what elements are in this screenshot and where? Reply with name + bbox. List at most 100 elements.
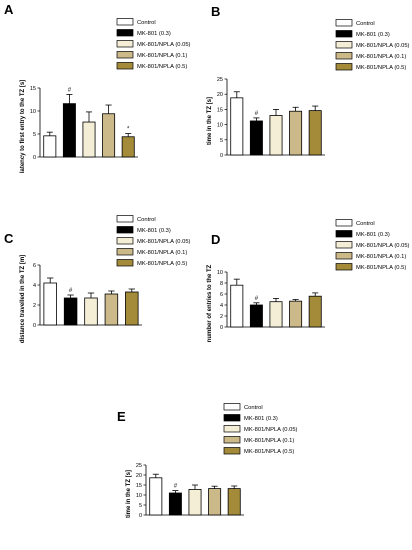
y-axis-label: time in the TZ [s] bbox=[207, 97, 213, 145]
y-tick-label: 20 bbox=[136, 473, 142, 479]
significance-mark: # bbox=[68, 87, 72, 93]
legend-swatch bbox=[335, 241, 353, 249]
bar bbox=[43, 135, 57, 158]
legend-label: MK-801/NPLA (0.1) bbox=[137, 250, 187, 256]
legend-label: Control bbox=[356, 21, 375, 27]
legend-label: Control bbox=[356, 221, 375, 227]
legend-label: MK-801/NPLA (0.5) bbox=[137, 64, 187, 70]
bar bbox=[289, 300, 303, 328]
y-axis-label: number of entries to the TZ bbox=[207, 264, 213, 342]
legend-swatch bbox=[335, 52, 353, 60]
legend-swatch bbox=[335, 263, 353, 271]
legend: Control MK-801 (0.3) MK-801/NPLA (0.05) MK-… bbox=[116, 18, 191, 70]
legend-swatch bbox=[116, 29, 134, 37]
bar bbox=[249, 304, 263, 328]
bar bbox=[121, 136, 135, 158]
legend-label: MK-801/NPLA (0.05) bbox=[137, 239, 191, 245]
y-tick-label: 10 bbox=[136, 493, 142, 499]
legend-swatch bbox=[116, 226, 134, 234]
legend-swatch bbox=[335, 252, 353, 260]
bar bbox=[82, 121, 96, 158]
legend: Control MK-801 (0.3) MK-801/NPLA (0.05) MK-… bbox=[223, 403, 298, 455]
legend-swatch bbox=[335, 19, 353, 27]
y-tick-label: 15 bbox=[30, 86, 36, 92]
bar bbox=[188, 488, 202, 516]
legend-label: MK-801 (0.3) bbox=[137, 228, 171, 234]
y-tick-label: 0 bbox=[33, 155, 36, 161]
legend-label: MK-801/NPLA (0.05) bbox=[137, 42, 191, 48]
legend-swatch bbox=[116, 248, 134, 256]
y-axis-label: latency to first entry to the TZ [s] bbox=[20, 80, 26, 173]
y-tick-label: 5 bbox=[33, 132, 36, 138]
legend-label: MK-801/NPLA (0.05) bbox=[244, 427, 298, 433]
legend-swatch bbox=[335, 219, 353, 227]
y-tick-label: 2 bbox=[220, 314, 223, 320]
bar bbox=[208, 488, 222, 516]
legend: Control MK-801 (0.3) MK-801/NPLA (0.05) MK-… bbox=[335, 219, 410, 271]
y-tick-label: 5 bbox=[139, 503, 142, 509]
panel-letter: D bbox=[211, 232, 220, 247]
legend-swatch bbox=[116, 62, 134, 70]
legend-label: MK-801/NPLA (0.5) bbox=[356, 265, 406, 271]
panel-letter: A bbox=[4, 2, 14, 17]
legend-label: MK-801/NPLA (0.1) bbox=[356, 254, 406, 260]
legend-label: MK-801/NPLA (0.5) bbox=[356, 65, 406, 71]
panel-D: D 0 2 4 6 8 10 number of entries to the TZ # Cont… bbox=[207, 219, 410, 342]
legend-swatch bbox=[116, 40, 134, 48]
legend-label: MK-801 (0.3) bbox=[137, 31, 171, 37]
legend-swatch bbox=[335, 41, 353, 49]
legend-label: MK-801/NPLA (0.05) bbox=[356, 243, 410, 249]
panel-letter: E bbox=[117, 409, 126, 424]
significance-mark: # bbox=[69, 288, 73, 294]
legend-swatch bbox=[116, 259, 134, 267]
bar bbox=[149, 477, 163, 516]
legend: Control MK-801 (0.3) MK-801/NPLA (0.05) MK-… bbox=[335, 19, 410, 71]
legend-swatch bbox=[116, 18, 134, 26]
bar bbox=[269, 301, 283, 328]
y-tick-label: 5 bbox=[220, 138, 223, 144]
legend-swatch bbox=[223, 414, 241, 422]
y-tick-label: 6 bbox=[33, 263, 36, 269]
panel-C: C 0 2 4 6 distance travelled in the TZ [m] # Co… bbox=[4, 215, 191, 343]
legend-swatch bbox=[116, 237, 134, 245]
legend-swatch bbox=[223, 436, 241, 444]
legend-label: MK-801/NPLA (0.1) bbox=[244, 438, 294, 444]
bar bbox=[230, 97, 244, 156]
y-tick-label: 10 bbox=[217, 270, 223, 276]
significance-mark: # bbox=[255, 296, 259, 302]
significance-mark: # bbox=[255, 111, 259, 117]
bar bbox=[289, 110, 303, 156]
legend: Control MK-801 (0.3) MK-801/NPLA (0.05) MK-… bbox=[116, 215, 191, 267]
bar bbox=[84, 297, 98, 326]
y-tick-label: 10 bbox=[30, 109, 36, 115]
y-tick-label: 0 bbox=[139, 513, 142, 519]
y-axis-label: time in the TZ [s] bbox=[126, 470, 132, 518]
bar bbox=[269, 115, 283, 156]
panel-B: B 0 5 10 15 20 25 time in the TZ [s] # Control MK-… bbox=[207, 4, 410, 159]
y-tick-label: 2 bbox=[33, 303, 36, 309]
bar bbox=[102, 113, 116, 158]
legend-swatch bbox=[223, 447, 241, 455]
y-tick-label: 10 bbox=[217, 123, 223, 129]
y-tick-label: 25 bbox=[217, 77, 223, 83]
legend-label: Control bbox=[137, 20, 156, 26]
y-tick-label: 6 bbox=[220, 292, 223, 298]
y-axis-label: distance travelled in the TZ [m] bbox=[20, 255, 26, 343]
legend-swatch bbox=[335, 30, 353, 38]
legend-label: MK-801 (0.3) bbox=[244, 416, 278, 422]
y-tick-label: 4 bbox=[220, 303, 223, 309]
legend-swatch bbox=[335, 230, 353, 238]
bar bbox=[125, 291, 139, 326]
legend-label: MK-801/NPLA (0.1) bbox=[137, 53, 187, 59]
bar bbox=[230, 284, 244, 328]
y-tick-label: 25 bbox=[136, 463, 142, 469]
legend-swatch bbox=[335, 63, 353, 71]
legend-label: MK-801/NPLA (0.1) bbox=[356, 54, 406, 60]
y-tick-label: 4 bbox=[33, 283, 36, 289]
legend-swatch bbox=[116, 215, 134, 223]
bar bbox=[168, 492, 182, 516]
bar bbox=[249, 120, 263, 156]
bar bbox=[104, 293, 119, 326]
y-tick-label: 0 bbox=[220, 153, 223, 159]
